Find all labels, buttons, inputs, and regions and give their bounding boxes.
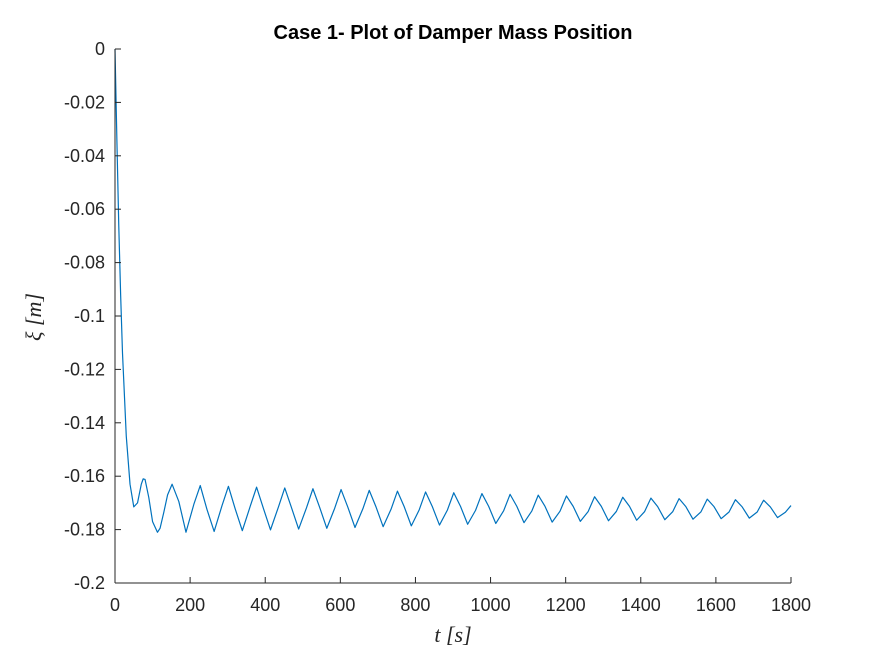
y-tick-label: -0.1 [74,306,105,326]
y-tick-label: -0.04 [64,146,105,166]
x-tick-label: 200 [175,595,205,615]
y-tick-label: -0.14 [64,413,105,433]
x-axis-label: t [s] [434,622,471,647]
plot-area: 0 200 400 600 800 1000 1200 1400 1600 1800 0 -0.02 -… [64,39,811,615]
y-tick-label: 0 [95,39,105,59]
series-line-0 [114,48,792,533]
y-tick-label: -0.12 [64,359,105,379]
y-tick-label: -0.18 [64,520,105,540]
x-tick-label: 1400 [621,595,661,615]
y-tick-label: -0.02 [64,92,105,112]
x-tick-label: 0 [110,595,120,615]
y-tick-label: -0.2 [74,573,105,593]
x-tick-label: 1200 [546,595,586,615]
y-tick-label: -0.08 [64,253,105,273]
x-tick-label: 1800 [771,595,811,615]
x-tick-label: 1600 [696,595,736,615]
x-tick-label: 1000 [471,595,511,615]
x-tick-label: 600 [325,595,355,615]
y-tick-label: -0.06 [64,199,105,219]
y-axis-label: ξ [m] [21,293,46,341]
chart-title: Case 1- Plot of Damper Mass Position [274,22,633,44]
x-tick-label: 400 [250,595,280,615]
x-tick-label: 800 [400,595,430,615]
y-tick-label: -0.16 [64,466,105,486]
